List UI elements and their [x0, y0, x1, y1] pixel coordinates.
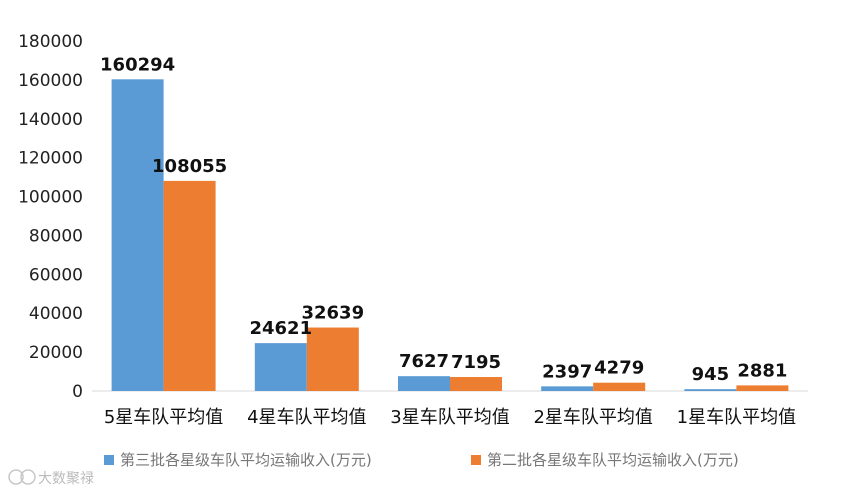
data-label: 4279: [594, 358, 644, 379]
legend-label-1: 第三批各星级车队平均运输收入(万元): [120, 451, 372, 469]
bar-series1-2: [254, 343, 307, 391]
bar-series2-4: [593, 382, 646, 391]
legend-label-2: 第二批各星级车队平均运输收入(万元): [487, 451, 739, 469]
data-label: 24621: [249, 318, 312, 339]
y-tick-label: 60000: [29, 265, 83, 285]
bar-series2-3: [450, 377, 502, 391]
legend: 第三批各星级车队平均运输收入(万元) 第二批各星级车队平均运输收入(万元): [104, 451, 739, 469]
x-tick-label: 3星车队平均值: [390, 407, 509, 428]
x-tick-label: 4星车队平均值: [247, 407, 366, 428]
watermark: 大数聚禄: [8, 469, 94, 487]
data-label: 7195: [451, 352, 501, 373]
bar-series2-5: [736, 385, 789, 391]
x-tick-label: 5星车队平均值: [104, 407, 223, 428]
y-tick-label: 20000: [29, 343, 83, 363]
data-label: 2397: [542, 361, 592, 382]
y-tick-label: 140000: [18, 110, 83, 130]
bar-series1-5: [684, 389, 737, 391]
y-tick-label: 0: [72, 382, 83, 402]
bar-series1-3: [398, 376, 450, 391]
watermark-text: 大数聚禄: [38, 471, 94, 487]
x-tick-label: 2星车队平均值: [533, 407, 652, 428]
data-label: 32639: [301, 303, 364, 324]
x-axis: 5星车队平均值 4星车队平均值 3星车队平均值 2星车队平均值 1星车队平均值: [104, 407, 796, 428]
bar-series2-2: [306, 327, 359, 391]
data-label: 945: [692, 364, 730, 385]
bars: [111, 79, 789, 391]
y-axis: 0 20000 40000 60000 80000 100000 120000 140000 1…: [18, 32, 83, 402]
y-tick-label: 180000: [18, 32, 83, 52]
data-label: 108055: [152, 156, 227, 177]
legend-swatch-2: [471, 455, 481, 465]
y-tick-label: 40000: [29, 304, 83, 324]
bar-series1-1: [111, 79, 164, 391]
legend-swatch-1: [104, 455, 114, 465]
data-label: 7627: [399, 351, 449, 372]
bar-series2-1: [163, 180, 216, 391]
y-tick-label: 160000: [18, 71, 83, 91]
y-tick-label: 100000: [18, 188, 83, 208]
y-tick-label: 120000: [18, 149, 83, 169]
brand-logo-icon: [8, 469, 36, 485]
y-tick-label: 80000: [29, 226, 83, 246]
data-label: 160294: [100, 54, 175, 75]
x-tick-label: 1星车队平均值: [677, 407, 796, 428]
bar-series1-4: [541, 386, 594, 391]
data-label: 2881: [737, 360, 787, 381]
